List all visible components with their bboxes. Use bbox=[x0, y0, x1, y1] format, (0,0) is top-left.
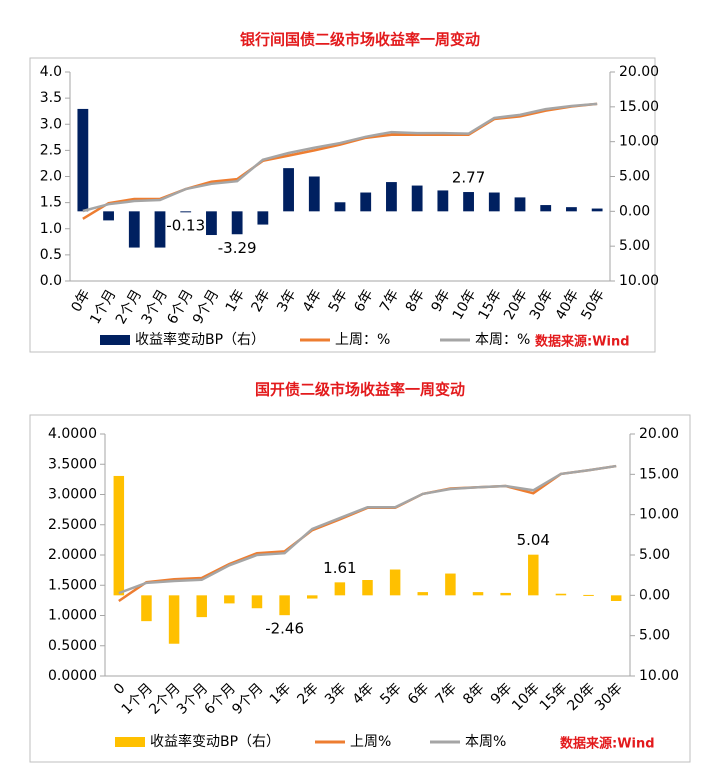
bar bbox=[386, 182, 397, 212]
bar bbox=[141, 595, 152, 622]
y2-tick-label: 15.00 bbox=[639, 466, 679, 482]
y-tick-label: 0.5 bbox=[40, 247, 62, 263]
bar bbox=[103, 211, 114, 221]
bar bbox=[128, 211, 140, 248]
bar bbox=[306, 595, 318, 599]
source-note: 数据来源:Wind bbox=[560, 736, 655, 752]
data-label: 1.61 bbox=[323, 559, 356, 577]
y2-tick-label: 5.00 bbox=[639, 547, 670, 563]
legend-label: 本周% bbox=[465, 734, 506, 750]
line bbox=[118, 464, 617, 595]
bar bbox=[168, 595, 180, 644]
y2-tick-label: 15.00 bbox=[619, 99, 659, 115]
bar bbox=[206, 211, 217, 236]
bar bbox=[196, 595, 207, 618]
bar bbox=[231, 211, 243, 235]
bar bbox=[180, 211, 192, 213]
y-tick-label: 1.5 bbox=[40, 195, 62, 211]
chart-title: 银行间国债二级市场收益率一周变动 bbox=[240, 31, 480, 49]
y2-tick-label: 5.00 bbox=[639, 628, 670, 644]
y-tick-label: 3.0 bbox=[40, 116, 62, 132]
legend-label: 上周% bbox=[350, 734, 391, 750]
chart-frame bbox=[29, 414, 691, 763]
y2-tick-label: 20.00 bbox=[619, 64, 659, 80]
y2-tick-label: 10.00 bbox=[619, 134, 659, 150]
y-tick-label: 4.0 bbox=[40, 64, 62, 80]
bar bbox=[279, 595, 290, 616]
y-tick-label: 1.5000 bbox=[48, 577, 97, 593]
bar bbox=[334, 582, 346, 596]
bar bbox=[389, 569, 401, 596]
legend-label: 收益率变动BP（右） bbox=[135, 331, 265, 348]
legend-label: 本周：% bbox=[475, 332, 530, 348]
bar bbox=[566, 207, 577, 212]
y-tick-label: 2.0 bbox=[40, 169, 62, 185]
y2-tick-label: 10.00 bbox=[639, 668, 679, 684]
y-tick-label: 1.0000 bbox=[48, 608, 97, 624]
y2-tick-label: 0.00 bbox=[619, 203, 650, 219]
bar bbox=[540, 205, 552, 212]
y2-tick-label: 20.00 bbox=[639, 426, 679, 442]
bar bbox=[488, 192, 500, 212]
y-tick-label: 1.0 bbox=[40, 221, 62, 237]
legend-swatch bbox=[115, 737, 145, 747]
bar bbox=[283, 168, 294, 212]
y2-tick-label: 10.00 bbox=[619, 273, 659, 289]
bar bbox=[472, 592, 484, 596]
bar bbox=[528, 554, 539, 596]
bar bbox=[360, 192, 372, 212]
chart-title: 国开债二级市场收益率一周变动 bbox=[255, 381, 465, 399]
legend-label: 上周：% bbox=[335, 332, 390, 348]
y2-tick-label: 5.00 bbox=[619, 238, 650, 254]
y-tick-label: 4.0000 bbox=[48, 426, 97, 442]
data-label: 2.77 bbox=[452, 169, 485, 187]
bar bbox=[610, 595, 622, 601]
y2-tick-label: 5.00 bbox=[619, 169, 650, 185]
y-tick-label: 2.5000 bbox=[48, 517, 97, 533]
bar bbox=[224, 595, 235, 604]
source-note: 数据来源:Wind bbox=[535, 334, 630, 350]
y-tick-label: 3.5 bbox=[40, 90, 62, 106]
bar bbox=[411, 185, 423, 212]
bar bbox=[251, 595, 263, 609]
bar bbox=[113, 475, 125, 596]
bar bbox=[463, 192, 474, 212]
legend-label: 收益率变动BP（右） bbox=[150, 733, 280, 750]
bar bbox=[445, 573, 456, 596]
data-label: -2.46 bbox=[265, 620, 304, 638]
bar bbox=[154, 211, 166, 248]
bar bbox=[555, 593, 567, 596]
data-label: -0.13 bbox=[166, 217, 205, 235]
y-tick-label: 3.5000 bbox=[48, 456, 97, 472]
bar bbox=[362, 580, 373, 596]
bar bbox=[583, 594, 594, 596]
line bbox=[82, 102, 598, 213]
data-label: -3.29 bbox=[218, 239, 257, 257]
bar bbox=[591, 208, 603, 212]
y-tick-label: 2.5 bbox=[40, 142, 62, 158]
y-tick-label: 0.5000 bbox=[48, 638, 97, 654]
bar bbox=[257, 211, 269, 225]
y-tick-label: 2.0000 bbox=[48, 547, 97, 563]
bar bbox=[308, 176, 320, 212]
legend-swatch bbox=[100, 335, 130, 345]
y-tick-label: 0.0 bbox=[40, 273, 62, 289]
bar bbox=[77, 108, 89, 212]
bar bbox=[334, 202, 346, 212]
y2-tick-label: 10.00 bbox=[639, 507, 679, 523]
bar bbox=[437, 190, 449, 212]
bar bbox=[500, 592, 511, 596]
y2-tick-label: 0.00 bbox=[639, 587, 670, 603]
bar bbox=[417, 592, 429, 596]
data-label: 5.04 bbox=[517, 531, 550, 549]
y-tick-label: 0.0000 bbox=[48, 668, 97, 684]
y-tick-label: 3.0000 bbox=[48, 487, 97, 503]
bar bbox=[514, 197, 526, 212]
